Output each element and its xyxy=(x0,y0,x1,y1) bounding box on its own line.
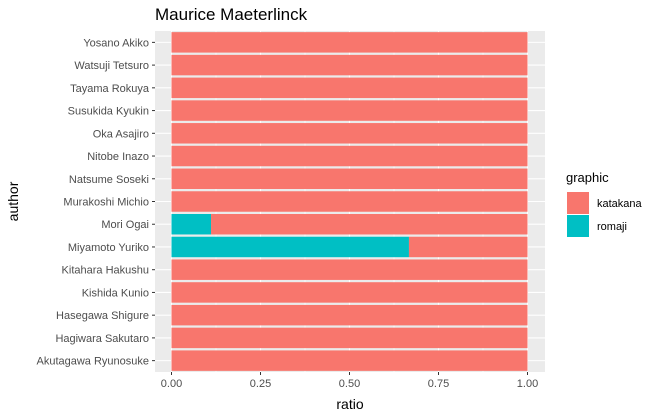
bar-katakana xyxy=(171,304,528,326)
bar-katakana xyxy=(171,259,528,280)
legend-label-katakana: katakana xyxy=(597,198,643,210)
x-axis-title: ratio xyxy=(336,396,363,412)
bar-katakana xyxy=(171,145,528,167)
bar-katakana xyxy=(171,168,528,189)
y-axis: Yosano Akiko Watsuji Tetsuro Tayama Rokuya… xyxy=(36,37,155,368)
x-tick-label: 0.00 xyxy=(161,378,182,390)
x-tick-label: 0.75 xyxy=(428,378,449,390)
y-tick-label: Watsuji Tetsuro xyxy=(74,60,149,72)
bar-katakana xyxy=(171,282,528,303)
y-tick-label: Natsume Soseki xyxy=(69,174,149,186)
bar-katakana xyxy=(171,327,528,349)
x-tick-label: 0.25 xyxy=(250,378,271,390)
bar-katakana xyxy=(171,350,528,371)
x-tick-label: 1.00 xyxy=(517,378,538,390)
y-tick-label: Susukida Kyukin xyxy=(68,106,149,118)
bar-katakana xyxy=(171,100,528,121)
y-tick-label: Akutagawa Ryunosuke xyxy=(36,356,149,368)
bar-katakana xyxy=(171,32,528,53)
y-tick-label: Oka Asajiro xyxy=(93,128,149,140)
bar-katakana xyxy=(171,191,528,212)
y-tick-label: Murakoshi Michio xyxy=(63,197,149,209)
x-tick-label: 0.50 xyxy=(339,378,360,390)
bar-romaji xyxy=(171,236,409,258)
legend: graphic katakana romaji xyxy=(566,170,643,237)
y-tick-label: Yosano Akiko xyxy=(83,37,149,49)
y-tick-label: Mori Ogai xyxy=(101,219,149,231)
x-axis: 0.00 0.25 0.50 0.75 1.00 xyxy=(161,372,538,390)
bars xyxy=(171,32,528,371)
y-tick-label: Nitobe Inazo xyxy=(87,151,149,163)
y-tick-label: Kishida Kunio xyxy=(82,287,149,299)
y-tick-label: Kitahara Hakushu xyxy=(62,265,149,277)
y-axis-title: author xyxy=(5,181,21,221)
bar-katakana xyxy=(171,123,528,144)
bar-katakana xyxy=(171,54,528,76)
bar-katakana xyxy=(211,214,528,235)
y-tick-label: Miyamoto Yuriko xyxy=(68,242,149,254)
legend-title: graphic xyxy=(566,170,609,185)
y-tick-label: Hasegawa Shigure xyxy=(56,310,149,322)
y-tick-label: Hagiwara Sakutaro xyxy=(55,333,149,345)
bar-katakana xyxy=(171,77,528,99)
bar-katakana xyxy=(408,236,528,258)
legend-key-katakana xyxy=(567,192,589,214)
chart-title: Maurice Maeterlinck xyxy=(155,5,308,24)
bar-romaji xyxy=(171,214,212,235)
legend-label-romaji: romaji xyxy=(597,221,627,233)
y-tick-label: Tayama Rokuya xyxy=(70,83,150,95)
legend-key-romaji xyxy=(567,215,589,237)
